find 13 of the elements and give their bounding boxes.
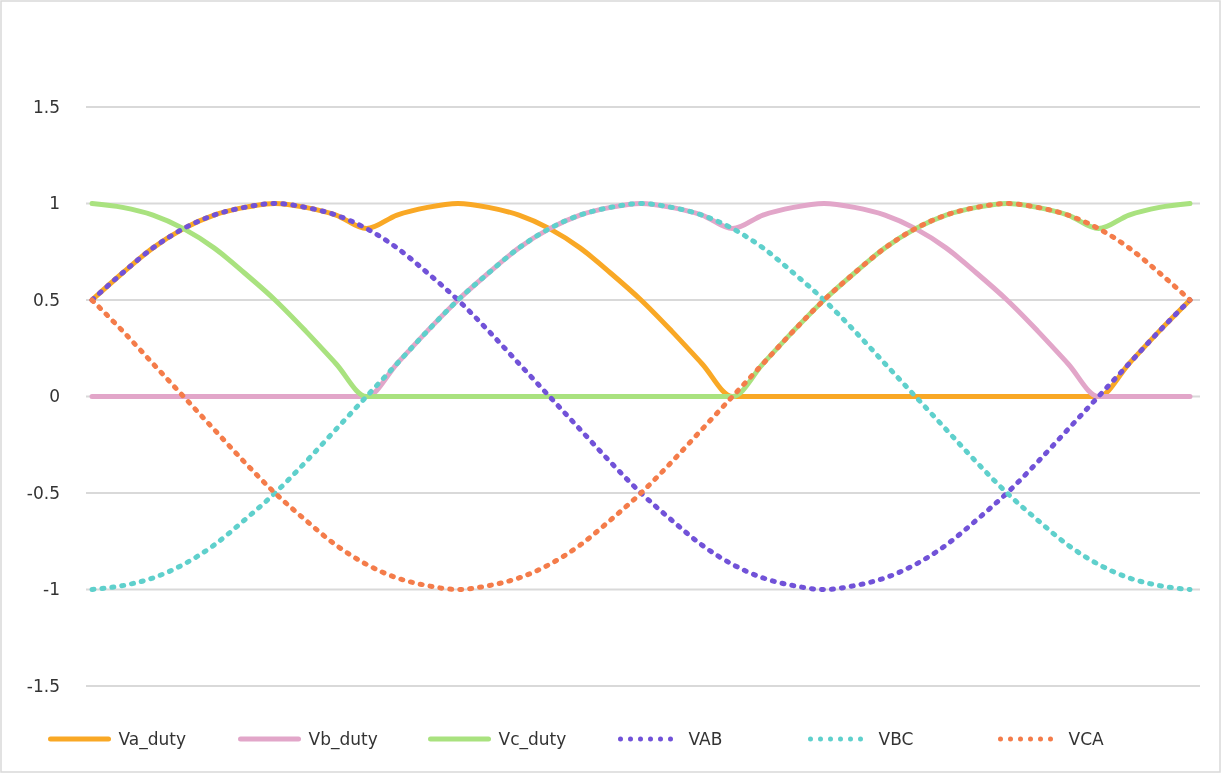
y-tick-label: 0.5 <box>32 289 60 310</box>
y-tick-label: 1.5 <box>32 96 60 117</box>
legend-label: VBC <box>878 728 914 749</box>
y-tick-label: -1.5 <box>26 675 60 696</box>
legend-label: Vb_duty <box>308 728 378 750</box>
y-tick-label: 1 <box>49 193 60 214</box>
y-tick-label: -1 <box>43 579 60 600</box>
y-tick-label: -0.5 <box>26 482 60 503</box>
legend-label: Vc_duty <box>498 728 567 750</box>
legend-label: VAB <box>688 728 723 749</box>
y-tick-label: 0 <box>49 386 60 407</box>
legend-label: VCA <box>1068 728 1104 749</box>
legend-label: Va_duty <box>118 728 187 750</box>
